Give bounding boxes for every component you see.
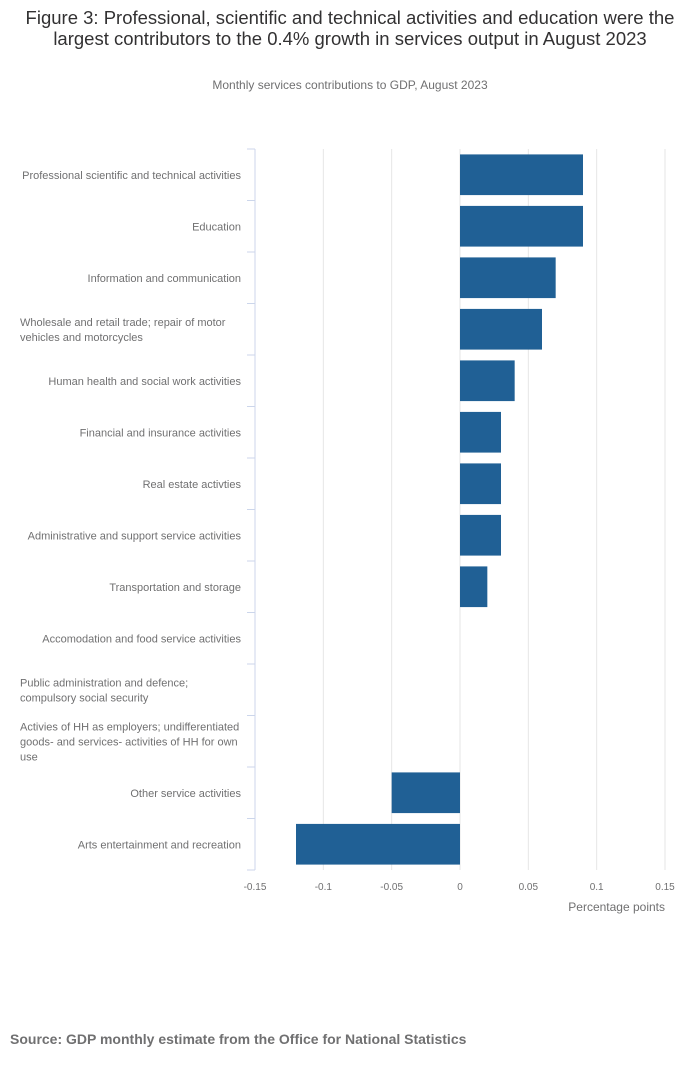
bar <box>460 257 556 299</box>
category-label: Activies of HH as employers; undifferent… <box>20 721 239 763</box>
bar <box>460 566 488 608</box>
category-label: Financial and insurance activities <box>80 427 242 439</box>
x-tick-label: 0.1 <box>590 882 604 893</box>
bar <box>460 463 501 505</box>
chart-subtitle: Monthly services contributions to GDP, A… <box>212 78 488 92</box>
category-labels: Professional scientific and technical ac… <box>20 170 241 852</box>
x-tick-label: -0.05 <box>380 882 403 893</box>
category-label: Information and communication <box>88 273 241 285</box>
chart-title: Figure 3: Professional, scientific and t… <box>25 7 675 49</box>
bar <box>296 823 460 865</box>
source-note: Source: GDP monthly estimate from the Of… <box>10 1031 467 1047</box>
category-label: Arts entertainment and recreation <box>78 839 241 851</box>
x-axis-title: Percentage points <box>568 900 665 914</box>
x-tick-label: 0.15 <box>655 882 675 893</box>
category-label: Professional scientific and technical ac… <box>22 170 241 182</box>
category-label: Transportation and storage <box>109 582 241 594</box>
x-tick-label: 0.05 <box>519 882 539 893</box>
bar <box>460 514 501 556</box>
bar <box>460 308 542 350</box>
category-label: Accomodation and food service activities <box>42 633 241 645</box>
y-axis <box>247 148 256 871</box>
category-label: Other service activities <box>130 788 241 800</box>
x-tick-label: -0.15 <box>244 882 267 893</box>
bars <box>296 154 583 865</box>
x-tick-label: -0.1 <box>315 882 333 893</box>
bar <box>460 154 583 196</box>
bar-chart: -0.15 -0.1 -0.05 0 0.05 0.1 0.15 Percentage poi… <box>20 148 676 914</box>
x-tick-label: 0 <box>457 882 463 893</box>
bar <box>460 411 501 453</box>
category-label: Administrative and support service activ… <box>28 530 242 542</box>
gridlines <box>322 149 666 870</box>
category-label: Wholesale and retail trade; repair of mo… <box>20 317 226 344</box>
bar <box>460 205 583 247</box>
bar <box>391 772 460 814</box>
category-label: Human health and social work activities <box>48 376 241 388</box>
x-axis: -0.15 -0.1 -0.05 0 0.05 0.1 0.15 Percentage poi… <box>244 882 676 914</box>
category-label: Education <box>192 221 241 233</box>
category-label: Public administration and defence; compul… <box>20 677 188 704</box>
bar <box>460 360 515 402</box>
category-label: Real estate activties <box>143 479 242 491</box>
